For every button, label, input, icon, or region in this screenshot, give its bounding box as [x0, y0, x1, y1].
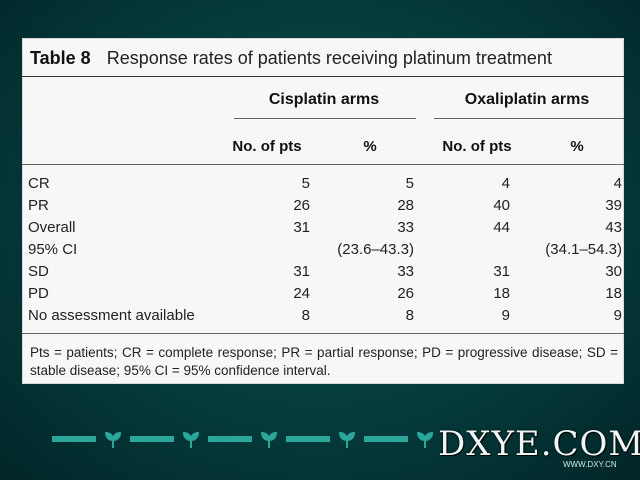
- col-header-cis-pts: No. of pts: [232, 137, 302, 155]
- group-oxaliplatin-rule: [434, 118, 624, 119]
- watermark-url: WWW.DXY.CN: [563, 460, 617, 469]
- table-row: 95% CI (23.6–43.3) (34.1–54.3): [22, 239, 624, 261]
- col-header-cis-pct: %: [363, 137, 377, 155]
- leaf-icon: [260, 431, 278, 448]
- table-row: CR 5 5 4 4: [22, 173, 624, 195]
- cell-oxa-pts: 9: [501, 307, 510, 324]
- cell-oxa-pct: 30: [605, 263, 622, 280]
- decor-bar: [208, 436, 252, 442]
- cell-oxa-pct: 43: [605, 219, 622, 236]
- watermark: DXYE.COM: [438, 424, 640, 464]
- row-label: 95% CI: [28, 241, 78, 258]
- row-label: Overall: [28, 219, 76, 236]
- row-label: CR: [28, 175, 50, 192]
- cell-cis-pct: 5: [405, 175, 414, 192]
- row-label: PD: [28, 285, 49, 302]
- footnote-rule: [22, 333, 624, 334]
- cell-cis-pts: 5: [301, 175, 310, 192]
- decor-bar: [130, 436, 174, 442]
- cell-cis-pts: 8: [301, 307, 310, 324]
- cell-cis-pts: 31: [293, 219, 310, 236]
- cell-oxa-pts: 31: [493, 263, 510, 280]
- cell-oxa-pts: 18: [493, 285, 510, 302]
- cell-oxa-pct: 39: [605, 197, 622, 214]
- cell-oxa-pts: 44: [493, 219, 510, 236]
- decor-bar: [364, 436, 408, 442]
- cell-oxa-pct: 18: [605, 285, 622, 302]
- table-footnote: Pts = patients; CR = complete response; …: [30, 345, 618, 378]
- col-header-oxa-pct: %: [570, 137, 584, 155]
- cell-oxa-pts: 4: [501, 175, 510, 192]
- table-row: No assessment available 8 8 9 9: [22, 305, 624, 327]
- leaf-icon: [182, 431, 200, 448]
- table-label: Table 8: [30, 47, 91, 68]
- cell-cis-pts: 31: [293, 263, 310, 280]
- row-label: No assessment available: [28, 307, 195, 324]
- group-oxaliplatin: Oxaliplatin arms: [464, 91, 590, 108]
- leaf-icon: [338, 431, 356, 448]
- header-rule: [22, 164, 624, 165]
- cell-cis-pct: 33: [397, 263, 414, 280]
- table-title: Table 8 Response rates of patients recei…: [30, 44, 624, 72]
- table-row: SD 31 33 31 30: [22, 261, 624, 283]
- table-row: Overall 31 33 44 43: [22, 217, 624, 239]
- row-label: PR: [28, 197, 49, 214]
- cell-cis-pct: (23.6–43.3): [337, 241, 414, 258]
- cell-cis-pts: 24: [293, 285, 310, 302]
- decorative-border: [52, 425, 462, 453]
- table-card: Table 8 Response rates of patients recei…: [22, 38, 624, 384]
- decor-bar: [286, 436, 330, 442]
- table-caption: Response rates of patients receiving pla…: [106, 47, 552, 68]
- table-row: PR 26 28 40 39: [22, 195, 624, 217]
- cell-cis-pct: 8: [405, 307, 414, 324]
- table-row: PD 24 26 18 18: [22, 283, 624, 305]
- cell-oxa-pct: 9: [613, 307, 622, 324]
- leaf-icon: [104, 431, 122, 448]
- group-cisplatin-rule: [234, 118, 416, 119]
- cell-oxa-pts: [432, 239, 510, 261]
- cell-oxa-pct: 4: [613, 175, 622, 192]
- row-label: SD: [28, 263, 49, 280]
- cell-cis-pts: 26: [293, 197, 310, 214]
- decor-bar: [52, 436, 96, 442]
- cell-cis-pct: 33: [397, 219, 414, 236]
- cell-cis-pct: 26: [397, 285, 414, 302]
- top-rule: [22, 76, 624, 77]
- cell-oxa-pts: 40: [493, 197, 510, 214]
- cell-cis-pct: 28: [397, 197, 414, 214]
- leaf-icon: [416, 431, 434, 448]
- cell-oxa-pct: (34.1–54.3): [545, 241, 622, 258]
- col-header-oxa-pts: No. of pts: [442, 137, 512, 155]
- cell-cis-pts: [232, 239, 310, 261]
- group-cisplatin: Cisplatin arms: [268, 91, 380, 108]
